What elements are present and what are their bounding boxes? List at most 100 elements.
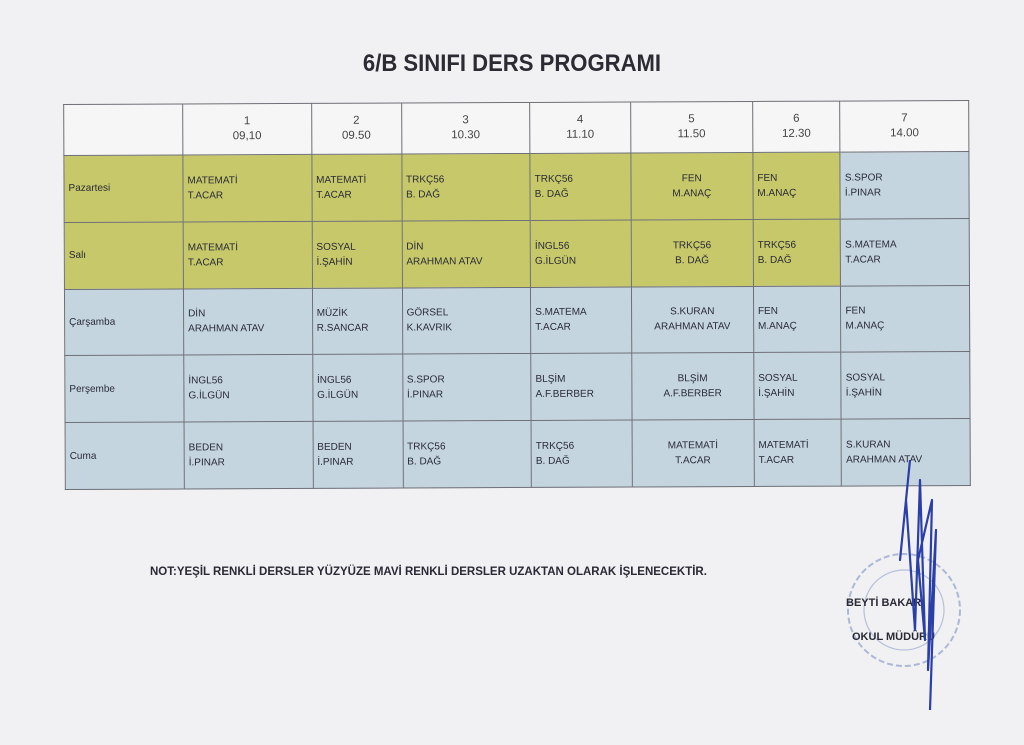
corner-cell	[63, 103, 183, 156]
lesson-cell: BLŞİM A.F.BERBER	[631, 352, 754, 421]
lesson-subject: FEN	[681, 173, 702, 185]
lesson-cell: İNGL56 G.İLGÜN	[530, 219, 632, 288]
period-time: 14.00	[890, 127, 919, 140]
lesson-teacher: B. DAĞ	[675, 254, 710, 266]
lesson-cell: TRKÇ56 B. DAĞ	[401, 153, 531, 221]
lesson-subject: S.SPOR	[844, 172, 883, 184]
lesson-cell: DİN ARAHMAN ATAV	[183, 287, 313, 356]
principal-role: OKUL MÜDÜRÜ	[852, 631, 935, 643]
signature-icon	[898, 459, 938, 711]
lesson-cell: TRKÇ56 B. DAĞ	[753, 218, 841, 287]
period-header-7: 7 14.00	[840, 100, 969, 153]
lesson-subject: FEN	[757, 172, 778, 184]
period-time: 12.30	[781, 127, 811, 140]
lesson-cell: S.KURAN ARAHMAN ATAV	[631, 286, 754, 354]
schedule-table: 1 09,10 2 09.50 3 10.30 4 11.10 5 11.50 6 12.30 7 14.…	[63, 100, 971, 490]
page-title: 6/B SINIFI DERS PROGRAMI	[362, 50, 662, 77]
period-number: 7	[901, 112, 908, 125]
lesson-teacher: G.İLGÜN	[317, 389, 359, 402]
lesson-cell: S.SPOR İ.PINAR	[840, 151, 970, 219]
lesson-cell: S.MATEMA T.ACAR	[840, 218, 970, 286]
lesson-subject: DİN	[406, 241, 424, 253]
lesson-teacher: ARAHMAN ATAV	[654, 321, 731, 333]
lesson-cell: TRKÇ56 B. DAĞ	[530, 153, 631, 221]
lesson-cell: BEDEN İ.PINAR	[184, 421, 313, 489]
lesson-cell: TRKÇ56 B. DAĞ	[531, 420, 632, 488]
lesson-subject: S.SPOR	[406, 374, 445, 386]
period-time: 11.50	[677, 128, 706, 141]
lesson-teacher: T.ACAR	[535, 322, 571, 334]
lesson-subject: S.KURAN	[670, 306, 715, 318]
lesson-teacher: M.ANAÇ	[757, 187, 797, 199]
period-header-6: 6 12.30	[752, 101, 841, 153]
lesson-subject: S.MATEMA	[845, 239, 897, 251]
lesson-cell: BEDEN İ.PINAR	[312, 421, 403, 489]
lesson-cell: FEN M.ANAÇ	[840, 285, 970, 353]
lesson-subject: SOSYAL	[845, 372, 886, 384]
lesson-teacher: İ.ŞAHİN	[845, 387, 882, 399]
lesson-teacher: İ.PINAR	[844, 187, 882, 199]
lesson-subject: GÖRSEL	[406, 307, 449, 319]
lesson-cell: MATEMATİ T.ACAR	[311, 154, 402, 222]
lesson-teacher: T.ACAR	[187, 190, 224, 202]
lesson-cell: MATEMATİ T.ACAR	[753, 419, 842, 487]
lesson-subject: İNGL56	[188, 375, 223, 387]
day-label: Cuma	[65, 422, 185, 490]
lesson-cell: GÖRSEL K.KAVRIK	[401, 287, 531, 355]
lesson-subject: TRKÇ56	[535, 440, 575, 453]
lesson-subject: MÜZİK	[316, 308, 348, 320]
lesson-teacher: ARAHMAN ATAV	[406, 255, 483, 268]
principal-name: BEYTİ BAKAR	[846, 597, 922, 609]
lesson-teacher: M.ANAÇ	[757, 321, 797, 333]
table-row: Perşembe İNGL56 G.İLGÜN İNGL56 G.İLGÜN S.SPOR…	[64, 351, 971, 423]
day-label: Perşembe	[64, 355, 185, 423]
lesson-cell: DİN ARAHMAN ATAV	[401, 220, 531, 288]
school-stamp-icon	[847, 553, 961, 667]
note-text: NOT:YEŞİL RENKLİ DERSLER YÜZYÜZE MAVİ RE…	[150, 566, 707, 578]
lesson-teacher: A.F.BERBER	[663, 388, 722, 400]
lesson-teacher: İ.ŞAHİN	[316, 256, 353, 268]
lesson-teacher: B. DAĞ	[407, 456, 442, 468]
lesson-teacher: İ.PINAR	[406, 389, 444, 401]
period-time: 10.30	[451, 129, 481, 142]
lesson-cell: MATEMATİ T.ACAR	[183, 221, 313, 289]
lesson-teacher: R.SANCAR	[316, 323, 369, 335]
lesson-teacher: B. DAĞ	[757, 254, 792, 266]
lesson-cell: MATEMATİ T.ACAR	[631, 419, 755, 488]
lesson-subject: TRKÇ56	[534, 173, 574, 185]
lesson-subject: TRKÇ56	[407, 441, 446, 453]
period-number: 6	[793, 112, 800, 125]
lesson-subject: S.MATEMA	[535, 307, 587, 319]
table-row: Salı MATEMATİ T.ACAR SOSYAL İ.ŞAHİN DİN ARAHMA…	[64, 218, 970, 290]
lesson-subject: TRKÇ56	[672, 239, 712, 252]
period-number: 3	[462, 114, 469, 127]
period-time: 09,10	[232, 130, 262, 143]
lesson-cell: BLŞİM A.F.BERBER	[530, 353, 632, 421]
lesson-cell: S.MATEMA T.ACAR	[530, 286, 632, 354]
period-number: 1	[243, 115, 251, 128]
lesson-subject: İNGL56	[534, 240, 570, 252]
lesson-subject: BLŞİM	[535, 374, 566, 386]
day-label: Salı	[64, 221, 184, 290]
lesson-cell: SOSYAL İ.ŞAHİN	[753, 352, 842, 420]
lesson-subject: BLŞİM	[677, 373, 708, 385]
period-header-5: 5 11.50	[630, 101, 753, 154]
lesson-subject: SOSYAL	[316, 241, 356, 253]
lesson-teacher: B. DAĞ	[406, 189, 440, 201]
period-number: 2	[353, 114, 360, 127]
lesson-teacher: T.ACAR	[316, 189, 352, 201]
lesson-subject: TRKÇ56	[757, 239, 797, 251]
lesson-subject: BEDEN	[317, 441, 352, 453]
lesson-teacher: B. DAĞ	[534, 188, 569, 200]
period-header-2: 2 09.50	[311, 103, 402, 155]
lesson-subject: MATEMATİ	[187, 175, 238, 187]
lesson-cell: TRKÇ56 B. DAĞ	[402, 420, 532, 488]
lesson-teacher: K.KAVRIK	[406, 322, 453, 334]
lesson-subject: TRKÇ56	[405, 174, 445, 186]
period-time: 09.50	[341, 129, 371, 142]
lesson-teacher: İ.PINAR	[188, 457, 225, 469]
table-row: Çarşamba DİN ARAHMAN ATAV MÜZİK R.SANCAR GÖRS…	[64, 285, 970, 356]
lesson-cell: FEN M.ANAÇ	[630, 152, 754, 220]
lesson-subject: MATEMATİ	[187, 241, 239, 254]
lesson-teacher: M.ANAÇ	[845, 320, 885, 333]
